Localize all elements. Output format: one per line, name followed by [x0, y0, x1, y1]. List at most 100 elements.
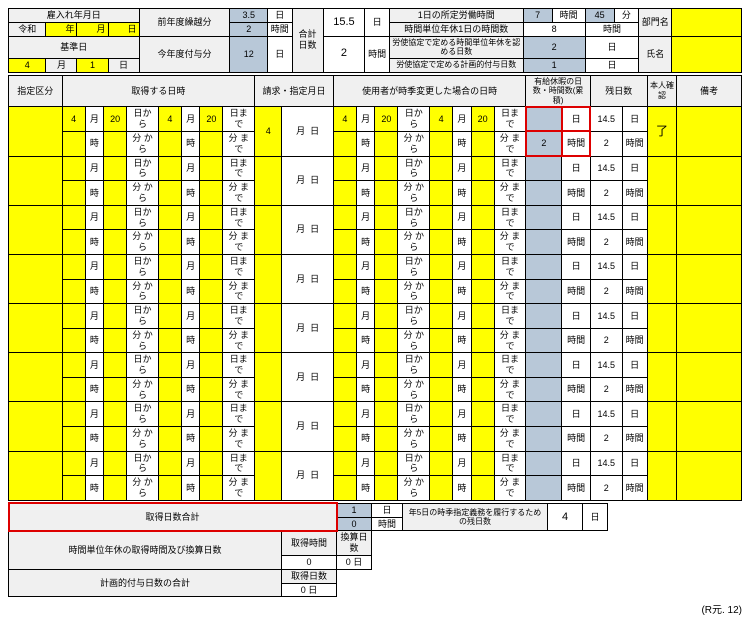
confirm[interactable]	[647, 451, 677, 500]
paid-d	[526, 156, 562, 181]
col-c1: 指定区分	[9, 75, 63, 107]
rem-h: 2	[590, 427, 622, 452]
confirm[interactable]	[647, 156, 677, 205]
paid-d	[526, 402, 562, 427]
col-c7: 本人確認	[647, 75, 677, 107]
data-row: 月 日から 月 日まで 月 日 月 日から 月 日まで 日 14.5 日	[9, 254, 742, 279]
paid-h	[526, 230, 562, 255]
confirm[interactable]: 了	[647, 107, 677, 156]
cat[interactable]	[9, 353, 63, 402]
lbl-dept: 部門名	[639, 9, 672, 37]
u-d4: 日	[585, 36, 639, 58]
remark[interactable]	[677, 156, 742, 205]
u-min1: 分	[614, 9, 639, 23]
lbl-name: 氏名	[639, 36, 672, 72]
remark[interactable]	[677, 254, 742, 303]
u-d3: 日	[267, 36, 292, 72]
revision: (R元. 12)	[8, 601, 742, 616]
cat[interactable]	[9, 205, 63, 254]
remark[interactable]	[677, 304, 742, 353]
data-row-2: 時 分 から 時 分 まで 時 分 から 時 分 まで 時間 2 時間	[9, 279, 742, 304]
v-hireM[interactable]: 月	[77, 22, 108, 36]
u-hr4: 時間	[365, 36, 390, 72]
v-currD: 12	[230, 36, 267, 72]
data-row: 月 日から 月 日まで 月 日 月 日から 月 日まで 日 14.5 日	[9, 156, 742, 181]
data-row: 月 日から 月 日まで 月 日 月 日から 月 日まで 日 14.5 日	[9, 402, 742, 427]
lbl-lab1: 労使協定で定める時間単位年休を認める日数	[389, 36, 523, 58]
data-row-2: 時 分 から 時 分 まで 時 分 から 時 分 まで 2 時間 2 時間	[9, 131, 742, 156]
header-table: 雇入れ年月日 前年度繰越分 3.5 日 合計日数 15.5 日 1日の所定労働時…	[8, 8, 742, 73]
cat[interactable]	[9, 451, 63, 500]
v-obl: 4	[548, 503, 583, 531]
confirm[interactable]	[647, 304, 677, 353]
paid-h	[526, 279, 562, 304]
v-era: 令和	[9, 22, 46, 36]
rem-d: 14.5	[590, 353, 622, 378]
lbl-yearH: 時間単位年休1日の時間数	[389, 22, 523, 36]
paid-h: 2	[526, 131, 562, 156]
confirm[interactable]	[647, 402, 677, 451]
cat[interactable]	[9, 107, 63, 156]
u-hr1: 時間	[552, 9, 585, 23]
u-d1: 日	[267, 9, 292, 23]
lbl-goukei: 合計日数	[292, 9, 323, 73]
v-lab2: 1	[523, 58, 585, 72]
lbl-obl: 年5日の時季指定義務を履行するための残日数	[403, 503, 548, 531]
remark[interactable]	[677, 451, 742, 500]
v-refM[interactable]: 4	[9, 58, 46, 72]
remark[interactable]	[677, 107, 742, 156]
cat[interactable]	[9, 156, 63, 205]
cat[interactable]	[9, 254, 63, 303]
col-c4: 使用者が時季変更した場合の日時	[333, 75, 526, 107]
lbl-total: 取得日数合計	[9, 503, 337, 531]
confirm[interactable]	[647, 205, 677, 254]
paid-h	[526, 181, 562, 206]
paid-d	[526, 205, 562, 230]
col-c2: 取得する日時	[62, 75, 255, 107]
v-prevD: 3.5	[230, 9, 267, 23]
remark[interactable]	[677, 402, 742, 451]
rem-d: 14.5	[590, 107, 622, 132]
v-sumD: 15.5	[323, 9, 365, 37]
rem-h: 2	[590, 279, 622, 304]
rem-d: 14.5	[590, 156, 622, 181]
v-sumH: 2	[323, 36, 365, 72]
rem-h: 2	[590, 377, 622, 402]
data-row: 4月 20日から 4月 20日まで 4 月 日 4月 20日から 4月 20日ま…	[9, 107, 742, 132]
col-c6: 残日数	[590, 75, 647, 107]
rem-h: 2	[590, 230, 622, 255]
remark[interactable]	[677, 205, 742, 254]
v-dept[interactable]	[672, 9, 742, 37]
v-wH: 7	[523, 9, 552, 23]
data-row-2: 時 分 から 時 分 まで 時 分 から 時 分 まで 時間 2 時間	[9, 476, 742, 501]
paid-d	[526, 107, 562, 132]
paid-d	[526, 353, 562, 378]
confirm[interactable]	[647, 254, 677, 303]
confirm[interactable]	[647, 353, 677, 402]
data-row-2: 時 分 から 時 分 まで 時 分 から 時 分 まで 時間 2 時間	[9, 181, 742, 206]
rem-d: 14.5	[590, 304, 622, 329]
paid-d	[526, 451, 562, 476]
data-row-2: 時 分 から 時 分 まで 時 分 から 時 分 まで 時間 2 時間	[9, 427, 742, 452]
data-row-2: 時 分 から 時 分 まで 時 分 から 時 分 まで 時間 2 時間	[9, 328, 742, 353]
lbl-planD: 取得日数	[282, 569, 337, 583]
v-hireY[interactable]: 年	[46, 22, 77, 36]
paid-d	[526, 254, 562, 279]
lbl-convH: 取得時間	[282, 531, 337, 556]
cat[interactable]	[9, 402, 63, 451]
v-refD[interactable]: 1	[77, 58, 108, 72]
data-row-2: 時 分 から 時 分 まで 時 分 から 時 分 まで 時間 2 時間	[9, 230, 742, 255]
v-hireD[interactable]: 日	[108, 22, 139, 36]
remark[interactable]	[677, 353, 742, 402]
col-c8: 備考	[677, 75, 742, 107]
main-table: 指定区分 取得する日時 請求・指定月日 使用者が時季変更した場合の日時 有給休暇…	[8, 75, 742, 501]
rem-h: 2	[590, 328, 622, 353]
v-name[interactable]	[672, 36, 742, 72]
v-yH: 8	[523, 22, 585, 36]
cat[interactable]	[9, 304, 63, 353]
paid-h	[526, 476, 562, 501]
u-d5: 日	[585, 58, 639, 72]
rem-h: 2	[590, 181, 622, 206]
paid-h	[526, 328, 562, 353]
data-row: 月 日から 月 日まで 月 日 月 日から 月 日まで 日 14.5 日	[9, 205, 742, 230]
